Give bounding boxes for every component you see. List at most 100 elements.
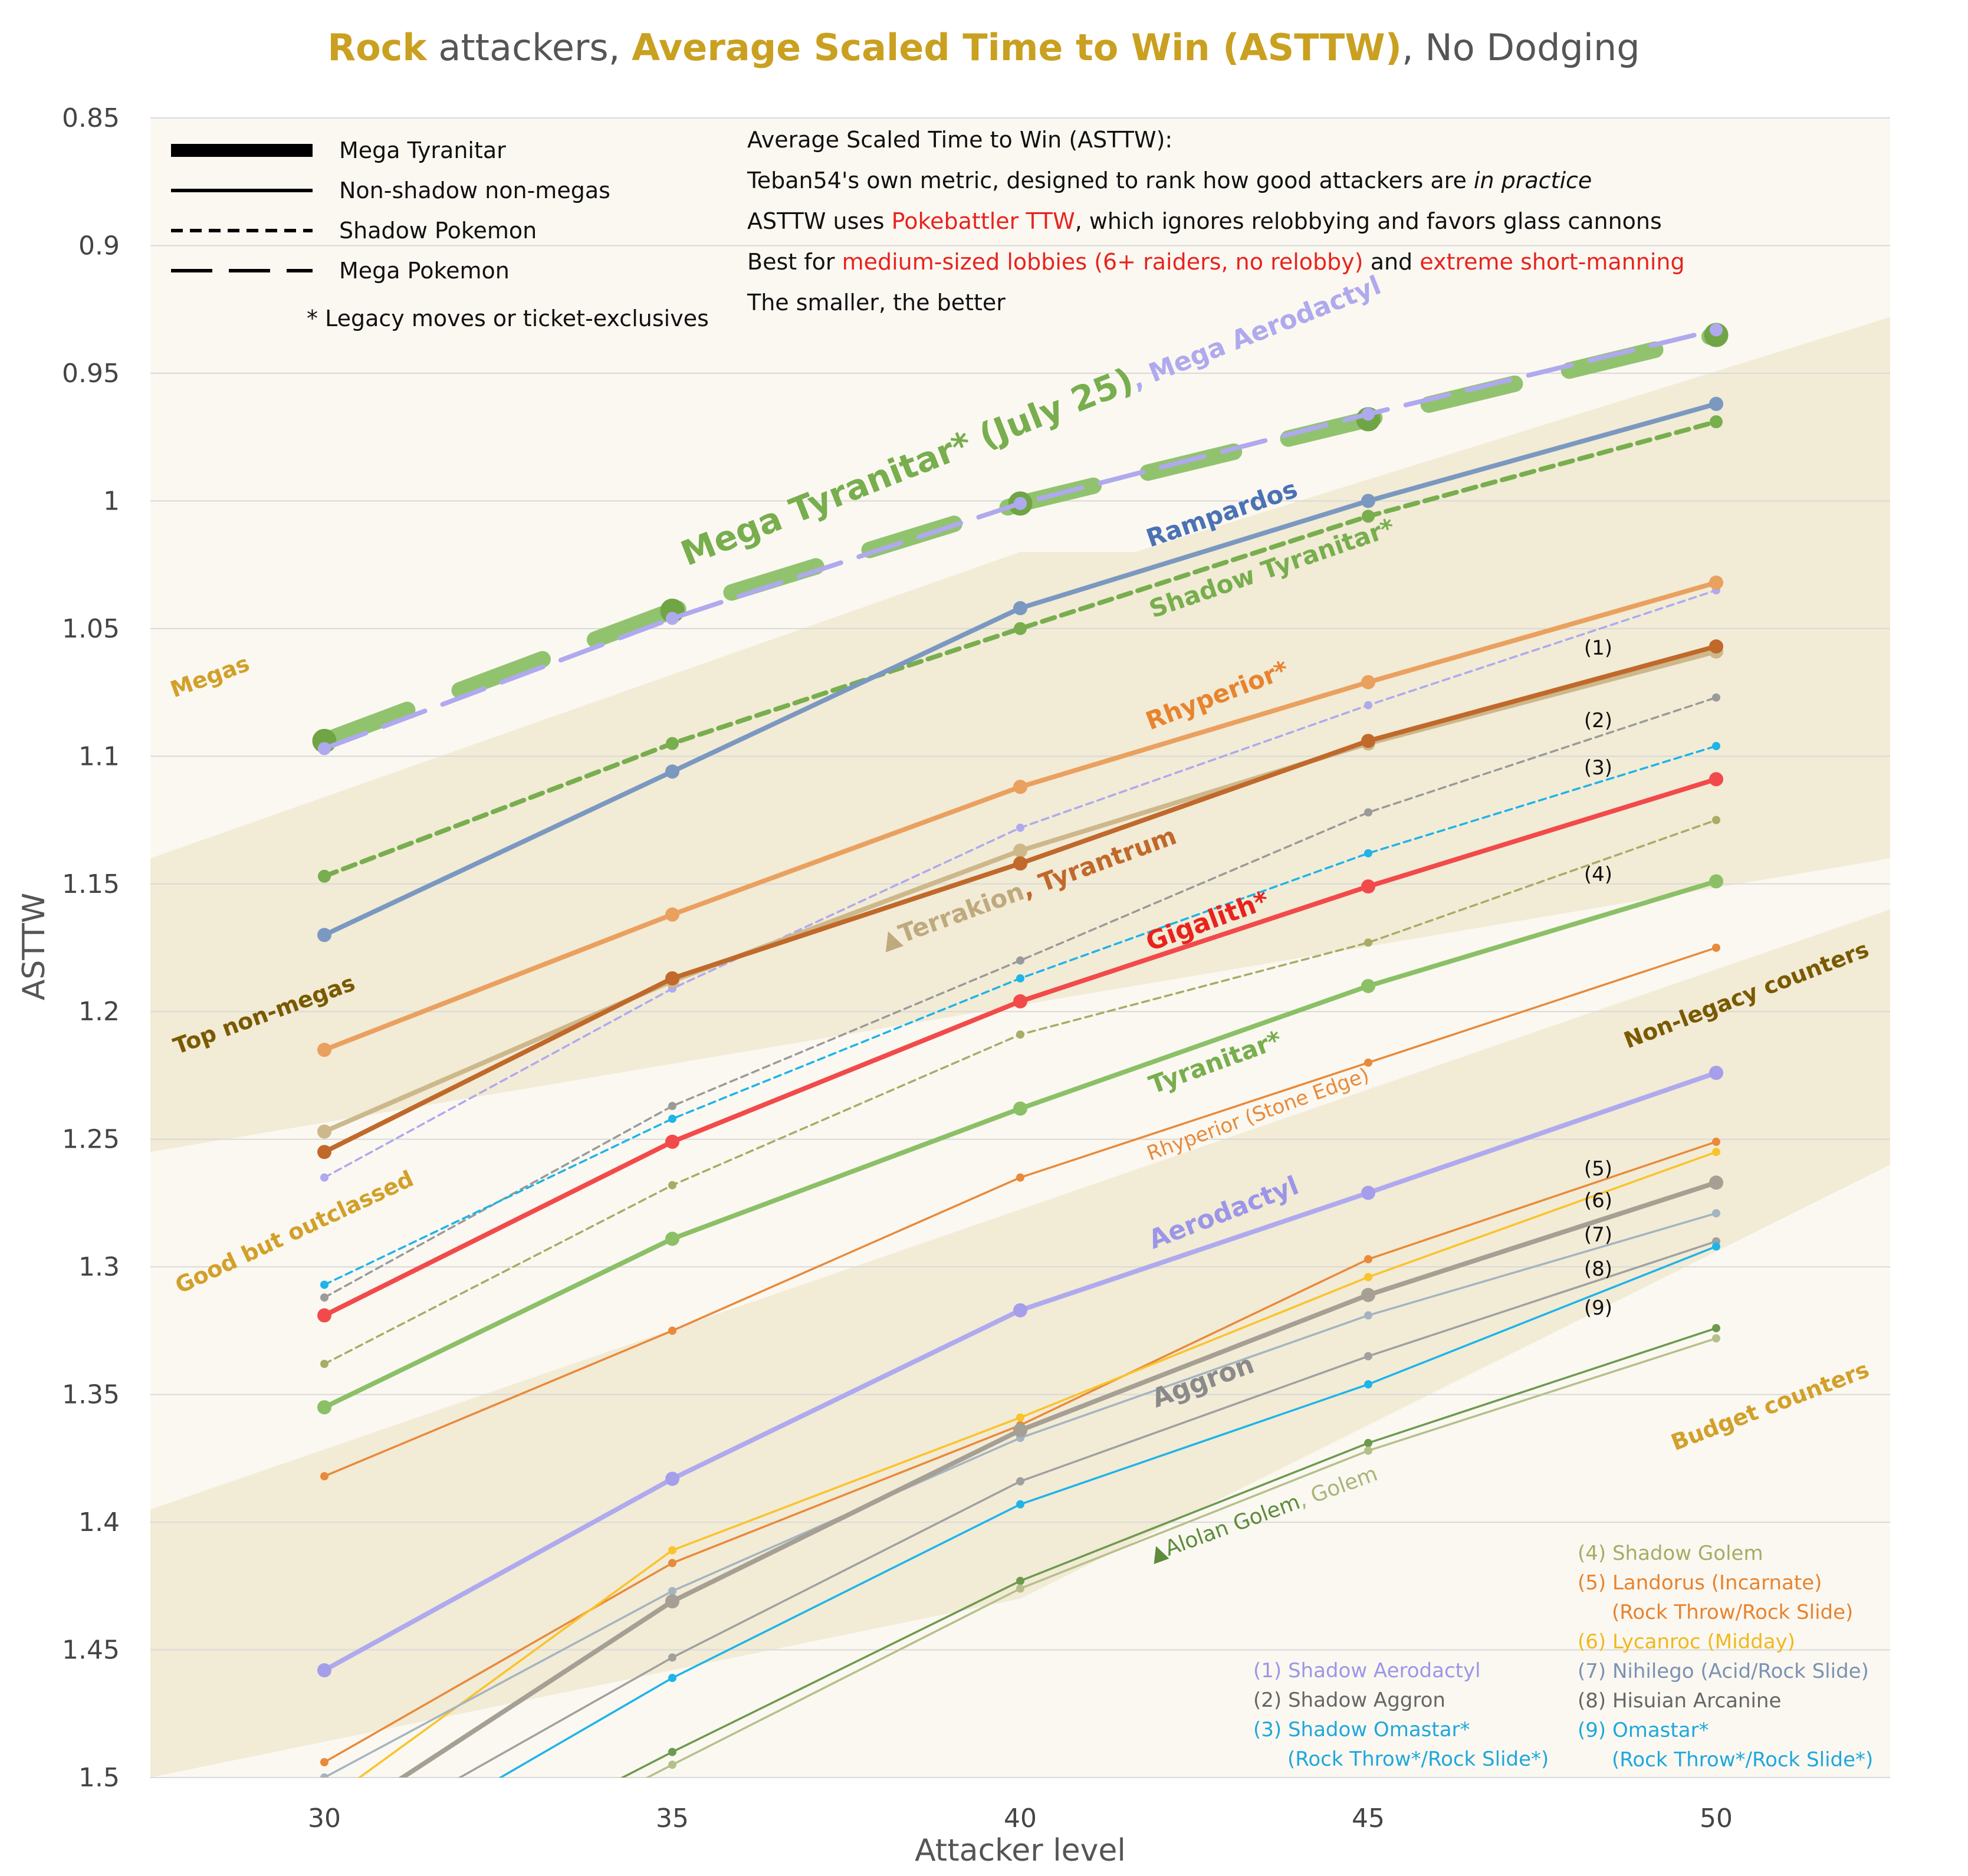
data-point-omastar: [1016, 1500, 1024, 1509]
data-point-shadow-golem: [320, 1359, 328, 1368]
data-point-nihilego: [1364, 1311, 1372, 1320]
data-point-rampardos: [317, 928, 331, 942]
data-point-aggron: [1361, 1287, 1375, 1302]
y-tick-label: 1: [103, 486, 120, 516]
y-tick-label: 1.15: [62, 869, 120, 899]
legend-label: Shadow Pokemon: [339, 218, 537, 244]
data-point-shadow-golem: [1016, 1030, 1024, 1039]
x-tick-label: 50: [1700, 1803, 1733, 1834]
y-tick-label: 1.1: [78, 741, 120, 771]
gridlines: [150, 117, 1890, 1778]
data-point-rhyperior-stone-edge: [320, 1472, 328, 1481]
data-point-gigalith: [1709, 772, 1723, 787]
data-point-tyranitar: [317, 1400, 331, 1415]
x-tick-label: 35: [656, 1803, 689, 1834]
annotation-segment: Pokebattler TTW: [892, 208, 1075, 234]
data-point-gigalith: [665, 1135, 679, 1149]
data-point-shadow-tyranitar: [318, 869, 331, 883]
data-point-golem: [1364, 1446, 1372, 1455]
y-axis-ticks: 0.85 0.9 0.95 1 1.05 1.1 1.15 1.2 1.25 1.3 1.35 1.4…: [62, 103, 120, 1793]
key-right-item: (Rock Throw*/Rock Slide*): [1612, 1748, 1873, 1772]
annotation-segment: Best for: [747, 249, 842, 275]
data-point-tyrantrum: [317, 1145, 331, 1159]
chart-title: Rock attackers, Average Scaled Time to W…: [327, 26, 1640, 69]
data-point-lycanroc-midday: [1364, 1273, 1372, 1282]
x-tick-label: 45: [1352, 1803, 1385, 1834]
data-point-shadow-omastar: [1712, 741, 1720, 750]
data-point-terrakion: [1013, 843, 1027, 858]
data-point-tyrantrum: [1709, 639, 1723, 654]
series-keys: (1) Shadow Aerodactyl (2) Shadow Aggron (3…: [1253, 1542, 1873, 1772]
data-point-lycanroc-midday: [1712, 1148, 1720, 1157]
numbered-marker: (6): [1584, 1189, 1612, 1213]
data-point-shadow-omastar: [1016, 974, 1024, 983]
x-tick-label: 30: [308, 1803, 341, 1834]
data-point-aerodactyl: [665, 1471, 679, 1486]
data-point-golem: [1712, 1334, 1720, 1343]
data-point-landorus-incarnate: [320, 1758, 328, 1767]
legend-label: Mega Pokemon: [339, 258, 510, 284]
data-point-nihilego: [668, 1586, 676, 1595]
data-point-hisuian-arcanine: [1364, 1352, 1372, 1361]
data-point-mega-aerodactyl: [1710, 323, 1723, 337]
key-left-item: (3) Shadow Omastar*: [1253, 1718, 1470, 1742]
data-point-aerodactyl: [1013, 1303, 1027, 1318]
numbered-marker: (9): [1584, 1296, 1612, 1320]
y-tick-label: 1.4: [78, 1507, 120, 1537]
data-point-shadow-omastar: [668, 1115, 676, 1123]
numbered-marker: (7): [1584, 1223, 1612, 1247]
data-point-mega-aerodactyl: [666, 612, 679, 625]
title-part: Average Scaled Time to Win (ASTTW): [632, 26, 1402, 69]
data-point-tyrantrum: [665, 971, 679, 985]
data-point-omastar: [1364, 1380, 1372, 1389]
data-point-aggron: [1013, 1423, 1027, 1438]
data-point-golem: [668, 1760, 676, 1769]
data-point-rampardos: [1361, 494, 1375, 508]
y-tick-label: 0.9: [78, 231, 120, 261]
data-point-rhyperior-stone-edge: [1364, 1058, 1372, 1067]
data-point-aerodactyl: [317, 1663, 331, 1678]
annotation-segment: ASTTW uses: [747, 208, 892, 234]
y-tick-label: 1.45: [62, 1635, 120, 1665]
key-right-item: (5) Landorus (Incarnate): [1578, 1571, 1822, 1595]
annotation-segment: The smaller, the better: [747, 290, 1006, 316]
data-point-shadow-aerodactyl: [1364, 701, 1372, 709]
data-point-shadow-omastar: [1364, 849, 1372, 857]
tier-band: [150, 1164, 1890, 1778]
key-right-item: (9) Omastar*: [1578, 1719, 1709, 1742]
data-point-aggron: [665, 1594, 679, 1609]
x-tick-label: 40: [1004, 1803, 1037, 1834]
legend-legacy-note: * Legacy moves or ticket-exclusives: [307, 305, 709, 331]
key-left-item: (1) Shadow Aerodactyl: [1253, 1659, 1481, 1683]
annotation-segment: Teban54's own metric, designed to rank h…: [747, 167, 1474, 193]
data-point-alolan-golem: [1364, 1438, 1372, 1447]
key-right-item: (8) Hisuian Arcanine: [1578, 1689, 1781, 1713]
legend-label: Mega Tyranitar: [339, 137, 506, 163]
data-series: [312, 323, 1729, 1778]
data-point-shadow-tyranitar: [1710, 415, 1723, 429]
key-right-item: (4) Shadow Golem: [1578, 1542, 1763, 1565]
data-point-shadow-aerodactyl: [320, 1173, 328, 1182]
x-axis-ticks: 30 35 40 45 50: [308, 1803, 1733, 1834]
data-point-omastar: [1712, 1242, 1720, 1251]
annotation-segment: Average Scaled Time to Win (ASTTW):: [747, 127, 1172, 153]
data-point-tyranitar: [665, 1231, 679, 1246]
annotation-segment: in practice: [1474, 167, 1592, 193]
annotation-segment: and: [1364, 249, 1420, 275]
data-point-rhyperior-stone-edge: [668, 1326, 676, 1335]
tier-band: [150, 858, 1890, 1510]
data-point-nihilego: [1712, 1209, 1720, 1218]
data-point-rhyperior: [665, 907, 679, 922]
legend-label: Non-shadow non-megas: [339, 178, 610, 203]
annotation-segment: medium-sized lobbies (6+ raiders, no rel…: [842, 249, 1364, 275]
data-point-gigalith: [1013, 994, 1027, 1008]
y-tick-label: 1.05: [62, 614, 120, 644]
data-point-tyrantrum: [1013, 856, 1027, 871]
data-point-terrakion: [317, 1124, 331, 1139]
x-axis-label: Attacker level: [915, 1833, 1126, 1868]
series-line-shadow-tyranitar: [322, 419, 1719, 879]
numbered-marker: (2): [1584, 709, 1612, 732]
data-point-shadow-tyranitar: [1014, 622, 1027, 635]
data-point-aerodactyl: [1709, 1066, 1723, 1080]
